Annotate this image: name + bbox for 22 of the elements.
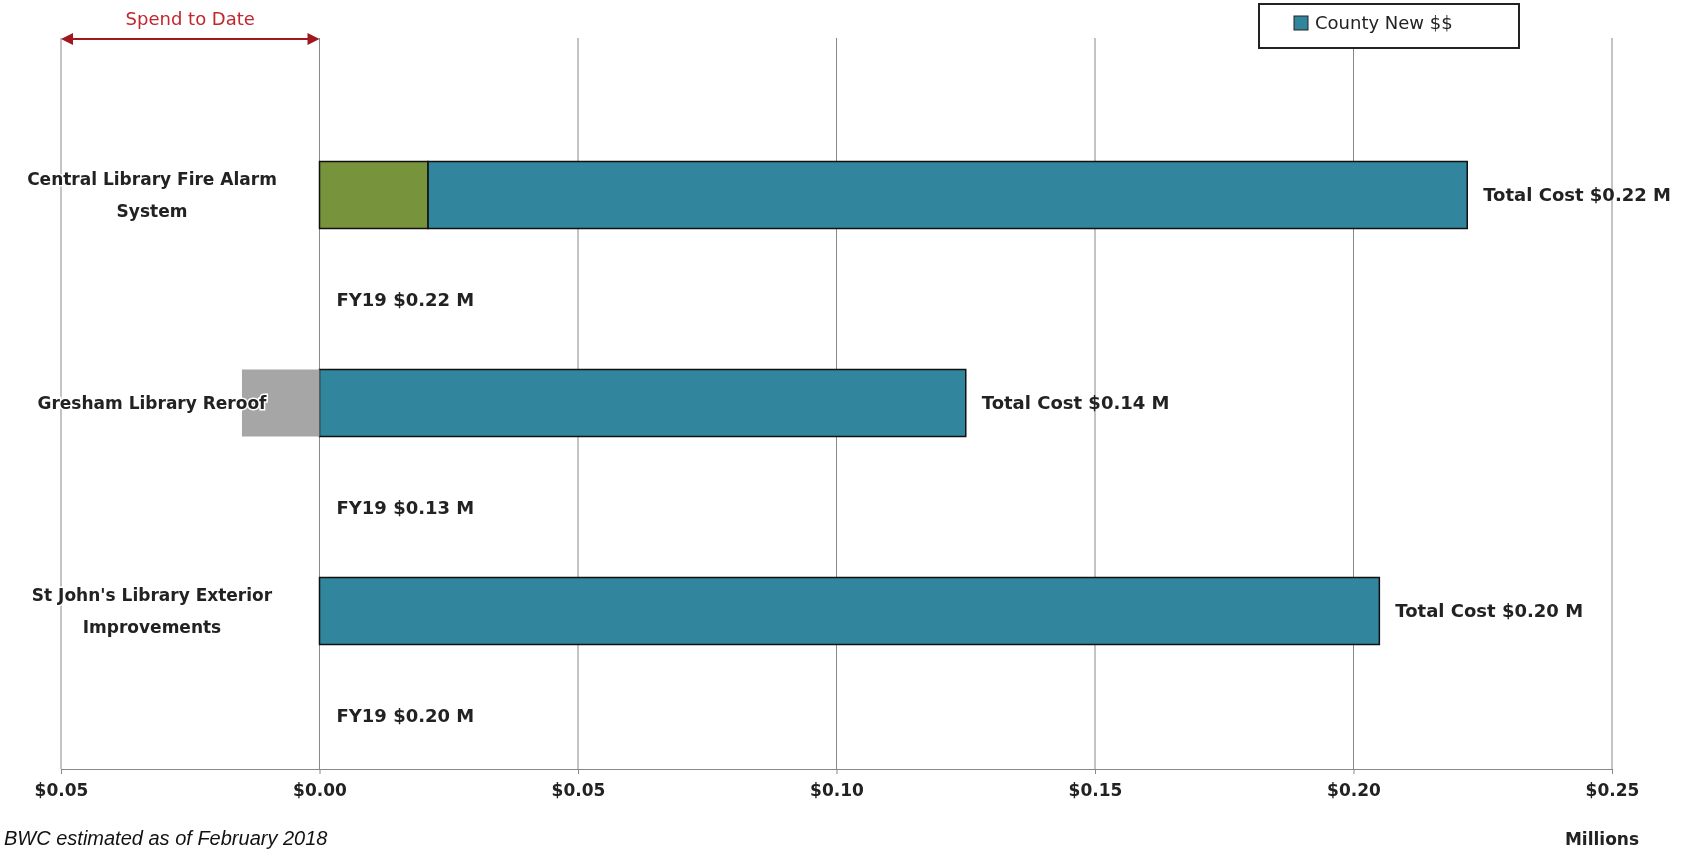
x-tick-label: $0.05: [34, 779, 89, 800]
annotation: Total Cost $0.14 M: [981, 392, 1170, 413]
x-tick-label: $0.20: [1327, 779, 1382, 800]
annotation: FY19 $0.20 M: [336, 705, 475, 726]
x-tick-label: $0.10: [810, 779, 865, 800]
legend-label: County New $$: [1315, 12, 1453, 33]
x-tick-label: $0.15: [1068, 779, 1123, 800]
annotation: Total Cost $0.22 M: [1483, 184, 1671, 205]
y-tick-label: St John's Library Exterior Improvements: [31, 585, 273, 637]
x-tick-label: $0.25: [1585, 779, 1640, 800]
bar: [318, 368, 967, 438]
annotation: FY19 $0.13 M: [336, 497, 475, 518]
annotation: FY19 $0.22 M: [336, 289, 475, 310]
x-tick-label: $0.05: [551, 779, 606, 800]
text: BWC estimated as of February 2018: [4, 827, 328, 849]
x-axis-title: Millions: [1564, 829, 1640, 849]
x-tick-label: $0.00: [293, 779, 348, 800]
y-tick-label: Gresham Library Reroof: [37, 393, 268, 413]
text: Spend to Date: [125, 8, 255, 29]
bar: [318, 576, 1381, 646]
y-tick-label: Central Library Fire Alarm System: [27, 169, 277, 221]
annotation: Total Cost $0.20 M: [1395, 600, 1584, 621]
